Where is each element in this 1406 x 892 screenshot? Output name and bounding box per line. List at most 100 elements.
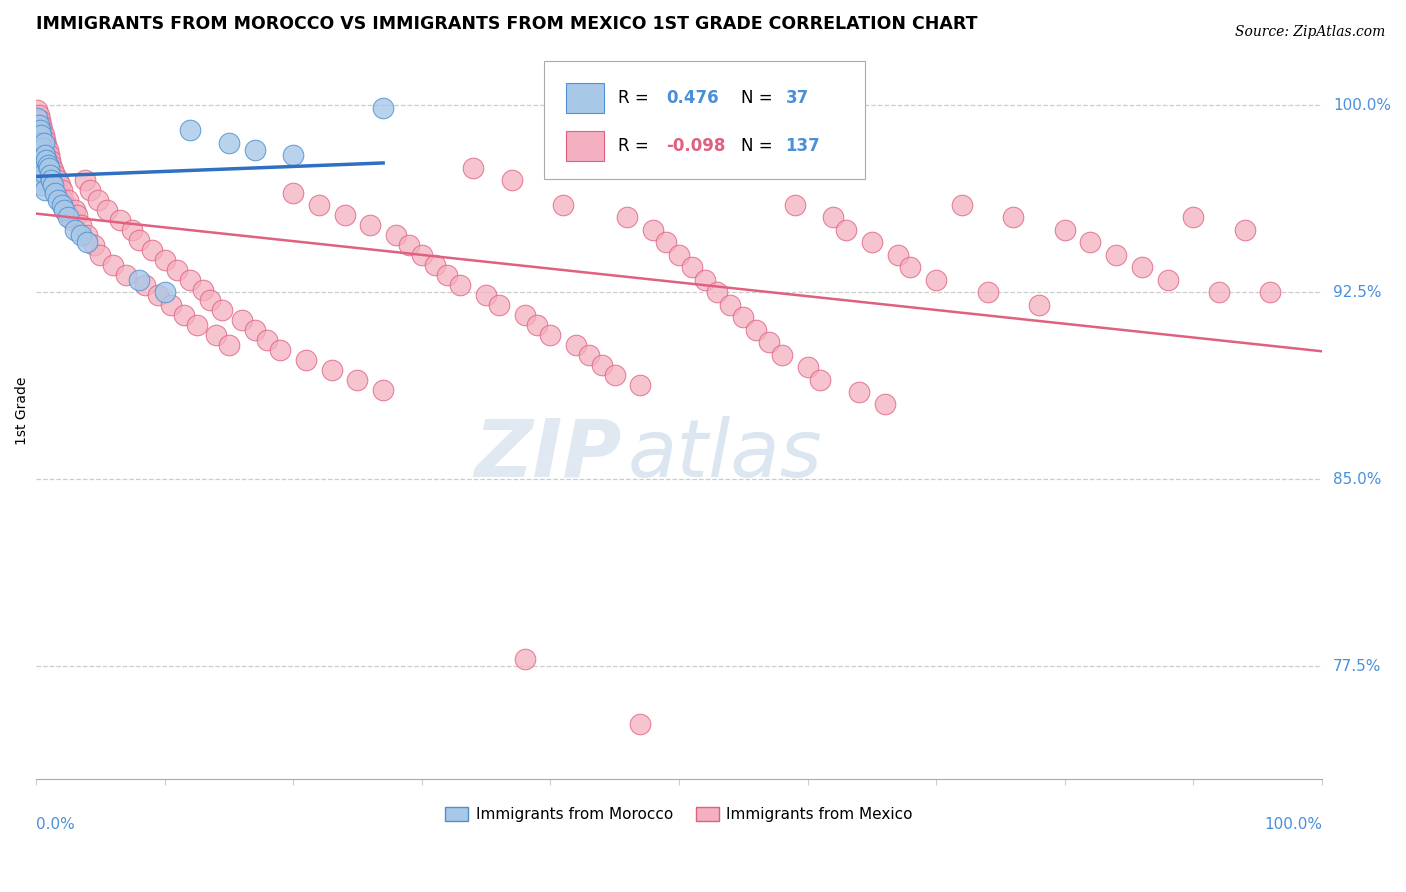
Point	[25, 128, 48, 143]
Text: Source: ZipAtlas.com: Source: ZipAtlas.com	[1234, 25, 1385, 39]
Point	[179, 273, 201, 287]
Point	[1053, 223, 1076, 237]
Point	[41, 178, 63, 192]
Point	[295, 352, 318, 367]
Point	[1080, 235, 1102, 250]
Point	[745, 323, 768, 337]
Point	[38, 163, 60, 178]
Point	[153, 285, 176, 300]
Point	[70, 218, 93, 232]
Point	[51, 183, 73, 197]
Point	[281, 186, 304, 200]
Point	[718, 298, 741, 312]
Text: R =: R =	[619, 136, 654, 155]
Point	[1130, 260, 1153, 275]
Point	[643, 223, 665, 237]
Point	[373, 383, 395, 397]
Point	[38, 148, 60, 162]
Point	[83, 238, 105, 252]
Point	[28, 161, 51, 175]
Point	[141, 243, 163, 257]
Point	[398, 238, 420, 252]
Point	[796, 360, 818, 375]
Point	[436, 268, 458, 282]
Point	[886, 248, 908, 262]
Point	[1002, 211, 1025, 225]
Point	[27, 136, 49, 150]
Point	[526, 318, 548, 332]
Text: 100.0%: 100.0%	[1264, 817, 1322, 832]
Point	[51, 198, 73, 212]
Point	[32, 128, 55, 143]
Point	[565, 337, 588, 351]
Text: 77.5%: 77.5%	[1333, 659, 1381, 673]
Point	[79, 183, 101, 197]
Point	[27, 140, 49, 154]
Point	[1233, 223, 1256, 237]
Point	[359, 218, 381, 232]
Point	[31, 178, 53, 192]
Point	[27, 118, 49, 132]
Point	[346, 372, 368, 386]
Point	[73, 173, 96, 187]
Point	[37, 158, 59, 172]
Point	[44, 186, 66, 200]
Point	[1260, 285, 1282, 300]
Point	[44, 168, 66, 182]
Point	[146, 287, 169, 301]
Point	[63, 223, 86, 237]
Point	[52, 193, 75, 207]
Point	[681, 260, 703, 275]
Point	[578, 348, 600, 362]
Point	[39, 153, 62, 167]
Point	[46, 193, 69, 207]
Point	[1105, 248, 1128, 262]
Point	[30, 133, 52, 147]
FancyBboxPatch shape	[565, 83, 605, 112]
Point	[1028, 298, 1050, 312]
Point	[34, 183, 56, 197]
Point	[488, 298, 510, 312]
Point	[463, 161, 485, 175]
Point	[808, 372, 831, 386]
Y-axis label: 1st Grade: 1st Grade	[15, 376, 30, 445]
Point	[373, 101, 395, 115]
Point	[70, 227, 93, 242]
Point	[121, 223, 143, 237]
Point	[134, 277, 156, 292]
Point	[49, 178, 72, 192]
Point	[538, 327, 561, 342]
Point	[30, 128, 52, 143]
Point	[48, 188, 70, 202]
Point	[58, 208, 80, 222]
Point	[693, 273, 716, 287]
Point	[243, 143, 266, 157]
Point	[35, 153, 58, 167]
Point	[128, 273, 150, 287]
Point	[211, 302, 233, 317]
Point	[655, 235, 678, 250]
Point	[63, 202, 86, 217]
Point	[31, 138, 53, 153]
Point	[449, 277, 471, 292]
Point	[591, 358, 613, 372]
Point	[34, 133, 56, 147]
Point	[60, 213, 83, 227]
Point	[628, 716, 651, 731]
Point	[758, 335, 780, 350]
Text: ZIP: ZIP	[474, 416, 621, 494]
Point	[848, 384, 870, 399]
Point	[115, 268, 138, 282]
Point	[31, 123, 53, 137]
Point	[32, 143, 55, 157]
Point	[733, 310, 755, 325]
Point	[513, 308, 536, 322]
Point	[218, 136, 240, 150]
Point	[35, 138, 58, 153]
Point	[603, 368, 626, 382]
Point	[30, 173, 52, 187]
Point	[27, 153, 49, 167]
Point	[38, 161, 60, 175]
Legend: Immigrants from Morocco, Immigrants from Mexico: Immigrants from Morocco, Immigrants from…	[446, 807, 912, 822]
Point	[28, 113, 51, 128]
